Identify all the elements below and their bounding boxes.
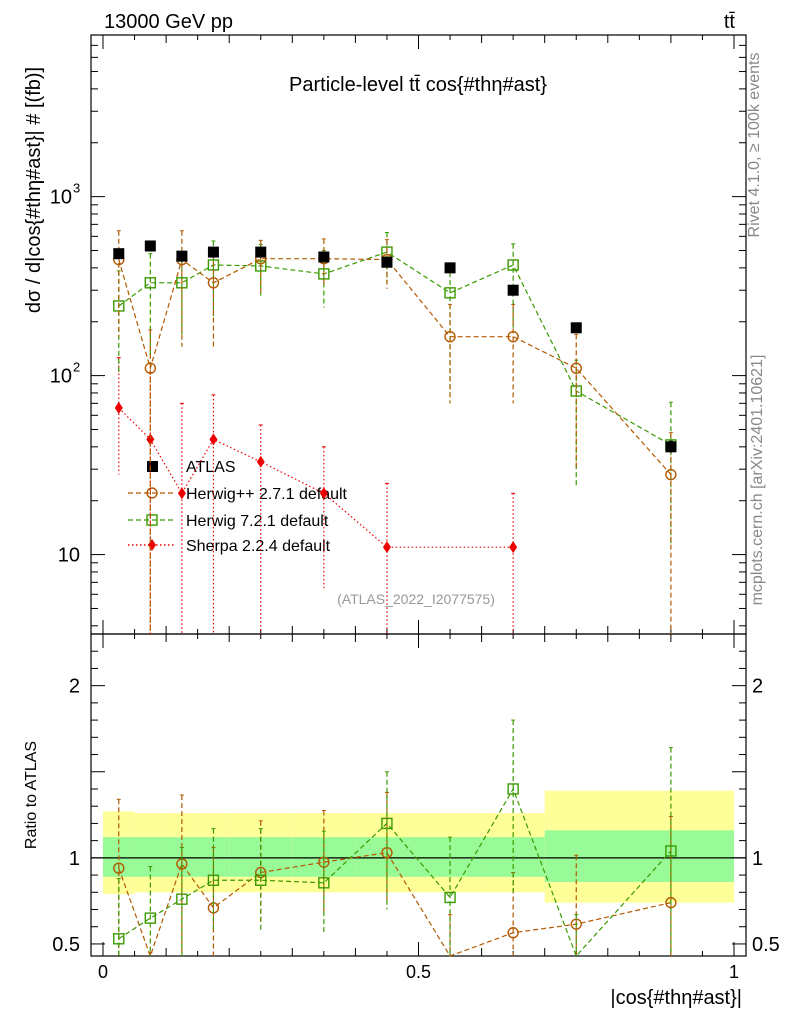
main-point-sherpa-2-2-4-default	[319, 487, 328, 500]
stat-uncertainty-band	[544, 830, 734, 882]
main-point-sherpa-2-2-4-default	[256, 455, 265, 468]
ratio-point-herwig-7-2-1-default	[255, 874, 267, 886]
main-point-atlas	[665, 441, 677, 453]
main-point-atlas	[113, 248, 125, 260]
data-series	[113, 230, 677, 958]
legend-marker-herwig7	[146, 514, 158, 526]
main-point-atlas	[381, 256, 393, 268]
ratio-point-herwig-7-2-1-default	[113, 933, 125, 945]
ratio-point-herwig-7-2-1-default	[176, 893, 188, 905]
main-point-atlas	[444, 262, 456, 274]
main-point-sherpa-2-2-4-default	[114, 401, 123, 414]
y-tick-label: 10	[50, 366, 72, 388]
main-line-sherpa-2-2-4-default	[118, 407, 514, 548]
main-point-atlas	[144, 240, 156, 252]
legend-label-sherpa: Sherpa 2.2.4 default	[186, 538, 331, 555]
ratio-point-herwig-7-2-1-default	[507, 783, 519, 795]
main-ylabel: dσ / d|cos{#thη#ast}| # [(fb)]	[23, 67, 45, 313]
ratio-point-herwig-7-2-1-default	[381, 817, 393, 830]
ratio-line-herwig-2-7-1-default	[118, 852, 672, 958]
xlabel: |cos{#thη#ast}|	[610, 987, 742, 1009]
legend: ATLAS Herwig++ 2.7.1 default Herwig 7.2.…	[128, 459, 348, 555]
x-tick-label: 0.5	[406, 962, 431, 982]
legend-label-herwigpp: Herwig++ 2.7.1 default	[186, 486, 348, 503]
ratio-point-herwig-7-2-1-default	[665, 845, 677, 857]
ratio-y-tick-label: 2	[69, 676, 80, 698]
y-tick-exponent: 3	[73, 181, 80, 196]
legend-label-herwig7: Herwig 7.2.1 default	[186, 513, 329, 530]
ratio-ylabel: Ratio to ATLAS	[23, 741, 40, 849]
main-point-atlas	[255, 246, 267, 258]
plot-title: Particle-level tt̄ cos{#thη#ast}	[289, 74, 547, 96]
main-point-atlas	[176, 250, 188, 262]
main-point-atlas	[207, 246, 219, 258]
main-point-herwig-2-7-1-default	[507, 330, 519, 343]
ratio-point-herwig-2-7-1-default	[113, 862, 125, 874]
main-point-herwig-2-7-1-default	[444, 330, 456, 343]
ratio-y-tick-label-right: 2	[752, 676, 763, 698]
analysis-id: (ATLAS_2022_I2077575)	[337, 591, 495, 607]
main-line-herwig-7-2-1-default	[118, 251, 672, 446]
main-point-herwig-7-2-1-default	[507, 259, 519, 271]
process-label: tt̄	[724, 11, 736, 33]
legend-marker-herwigpp	[146, 487, 158, 499]
main-point-sherpa-2-2-4-default	[146, 433, 155, 446]
ratio-point-herwig-7-2-1-default	[318, 877, 330, 889]
main-point-sherpa-2-2-4-default	[209, 433, 218, 446]
main-point-herwig-2-7-1-default	[144, 362, 157, 374]
main-point-herwig-2-7-1-default	[570, 362, 582, 374]
legend-marker-atlas	[147, 461, 158, 472]
mcplots-label: mcplots.cern.ch [arXiv:2401.10621]	[749, 355, 766, 606]
y-tick-exponent: 2	[73, 360, 80, 375]
main-point-herwig-2-7-1-default	[665, 468, 677, 481]
main-point-atlas	[318, 251, 330, 263]
ratio-point-herwig-2-7-1-default	[665, 896, 677, 909]
ratio-y-tick-label-right: 1	[752, 848, 763, 870]
ratio-point-herwig-7-2-1-default	[144, 912, 157, 924]
energy-label: 13000 GeV pp	[104, 11, 233, 33]
x-tick-label: 1	[729, 962, 739, 982]
main-line-herwig-2-7-1-default	[118, 258, 672, 475]
main-point-sherpa-2-2-4-default	[382, 541, 391, 554]
ratio-point-herwig-2-7-1-default	[507, 927, 519, 939]
ratio-point-herwig-7-2-1-default	[207, 874, 220, 886]
x-tick-label: 0	[98, 962, 108, 982]
main-point-herwig-2-7-1-default	[207, 277, 220, 289]
y-tick-label: 10	[58, 545, 80, 567]
main-point-sherpa-2-2-4-default	[177, 487, 186, 500]
legend-label-atlas: ATLAS	[186, 459, 236, 476]
main-point-herwig-7-2-1-default	[444, 287, 456, 299]
rivet-version-label: Rivet 4.1.0, ≥ 100k events	[746, 53, 763, 238]
y-tick-label: 10	[50, 187, 72, 209]
ratio-y-tick-label: 1	[69, 848, 80, 870]
main-point-atlas	[570, 322, 582, 334]
ratio-point-herwig-7-2-1-default	[444, 891, 456, 904]
main-point-herwig-7-2-1-default	[318, 268, 330, 280]
main-point-herwig-7-2-1-default	[144, 277, 157, 289]
main-point-sherpa-2-2-4-default	[509, 541, 518, 554]
legend-marker-sherpa	[148, 539, 156, 551]
ratio-y-tick-label-right: 0.5	[752, 934, 780, 956]
main-point-atlas	[507, 284, 519, 296]
ratio-y-tick-label: 0.5	[52, 934, 80, 956]
